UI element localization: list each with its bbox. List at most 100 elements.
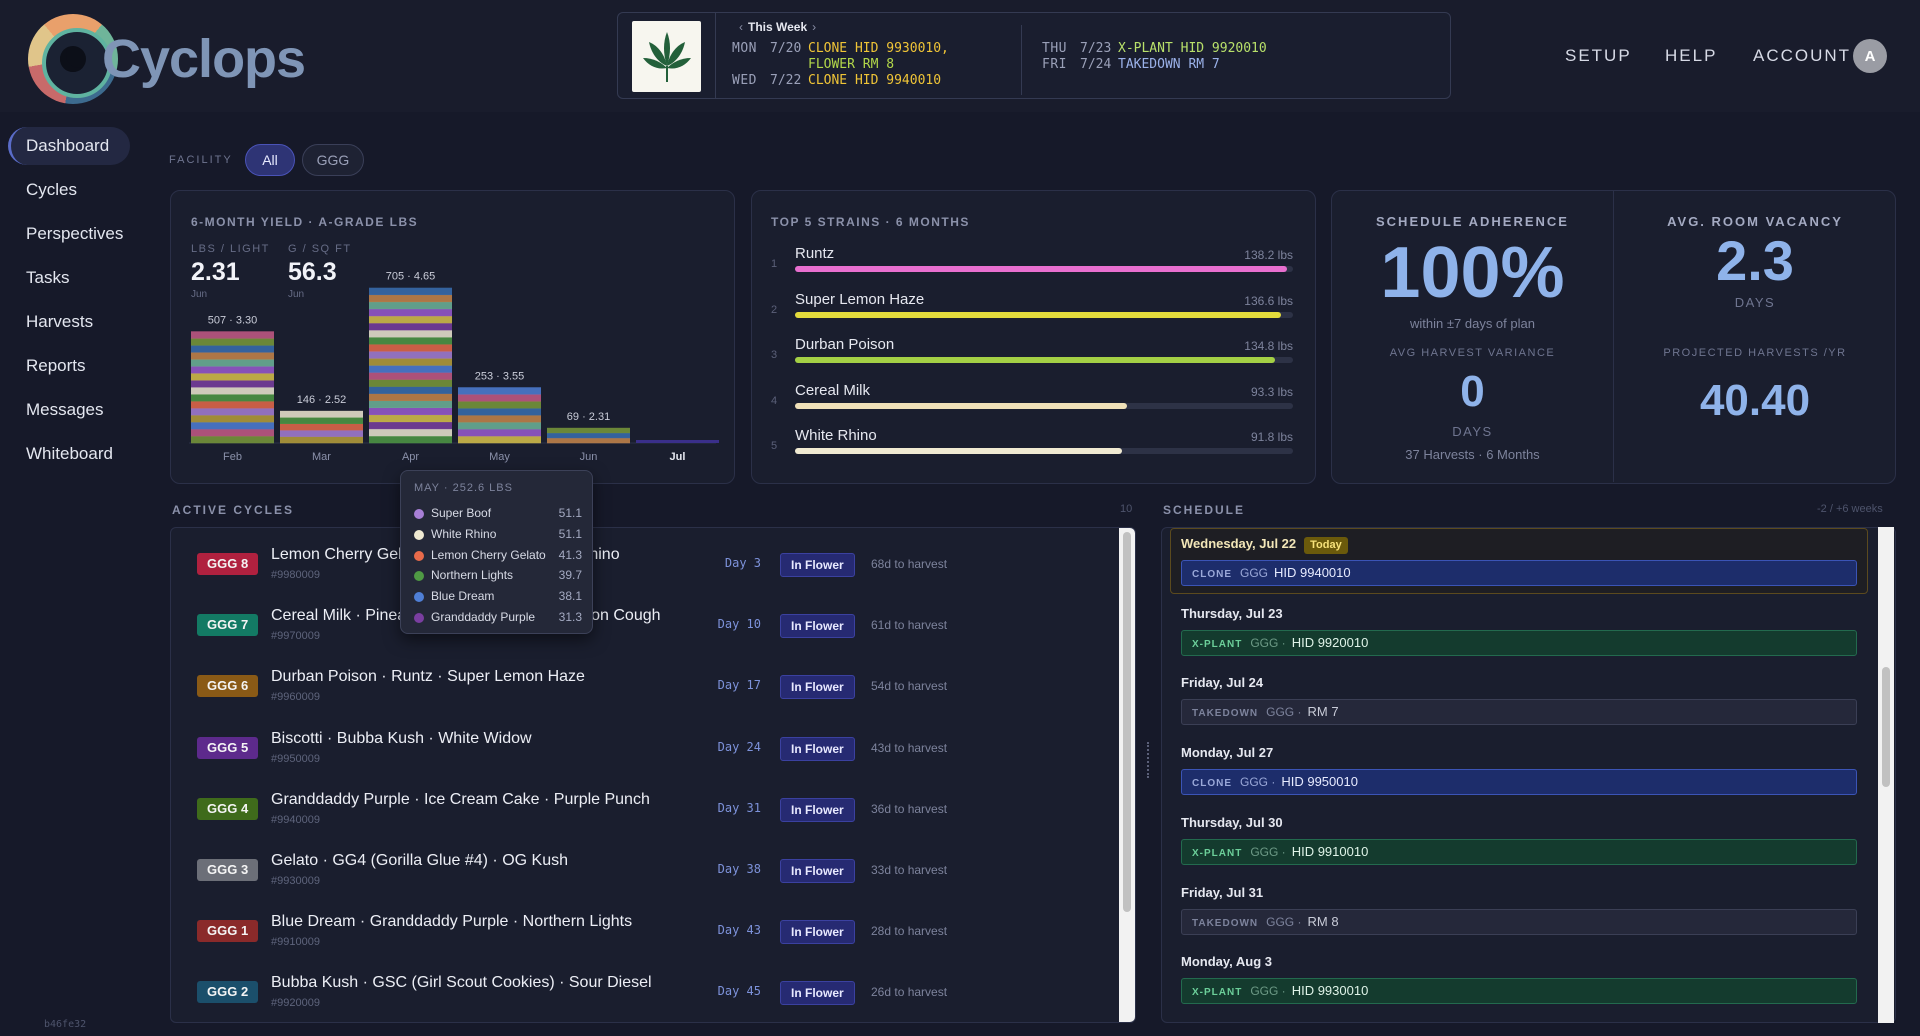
strain-value: 93.3 lbs xyxy=(1250,384,1293,399)
schedule-adherence-value: 100% xyxy=(1380,233,1565,313)
facility-filter-ggg[interactable]: GGG xyxy=(302,144,364,176)
bar-feb[interactable]: 507 · 3.30 Feb xyxy=(191,314,274,463)
status-badge: In Flower xyxy=(780,859,855,883)
avatar[interactable]: A xyxy=(1853,39,1887,73)
setup-link[interactable]: SETUP xyxy=(1565,46,1632,65)
legend-dot-icon xyxy=(414,529,424,540)
days-to-harvest: 68d to harvest xyxy=(871,557,948,571)
schedule-day-label: Friday, Jul 31 xyxy=(1181,884,1264,900)
days-to-harvest: 54d to harvest xyxy=(871,679,948,694)
days-to-harvest: 28d to harvest xyxy=(871,924,948,939)
week-row-thu: THU 7/23 X-PLANT HID 9920010 xyxy=(1042,41,1267,56)
cycle-row[interactable]: GGG 5 Biscotti · Bubba Kush · White Widow… xyxy=(171,712,1131,773)
cycles-scrollbar[interactable] xyxy=(1119,528,1135,1022)
sidebar-item-reports[interactable]: Reports xyxy=(26,356,86,375)
strain-bar-track xyxy=(795,357,1293,363)
facility-filter-all[interactable]: All xyxy=(245,144,295,176)
bar-jun[interactable]: 69 · 2.31 Jun xyxy=(547,411,630,463)
account-link[interactable]: ACCOUNT xyxy=(1753,46,1852,65)
cycle-day: Day 24 xyxy=(717,739,761,754)
strain-name: Durban Poison xyxy=(795,336,895,353)
days-to-harvest: 36d to harvest xyxy=(871,801,948,816)
cycles-scrollbar-thumb[interactable] xyxy=(1123,532,1131,912)
sidebar-item-messages[interactable]: Messages xyxy=(26,400,104,419)
bar-segment xyxy=(191,429,274,437)
schedule-day-label: Monday, Aug 3 xyxy=(1181,954,1272,970)
cycle-strains: Bubba Kush · GSC (Girl Scout Cookies) · … xyxy=(271,974,652,992)
schedule-event-take[interactable]: TAKEDOWN GGG · RM 7 xyxy=(1181,699,1857,726)
sidebar-item-dashboard[interactable]: Dashboard xyxy=(8,127,130,165)
strain-bar-track xyxy=(795,448,1293,454)
schedule-event-xplant[interactable]: X-PLANT GGG · HID 9910010 xyxy=(1181,838,1857,865)
metric-value-lbs-light: 2.31 xyxy=(191,258,240,286)
x-tick-label: Feb xyxy=(223,451,242,463)
bar-data-label: 146 · 2.52 xyxy=(297,394,347,406)
cycle-row[interactable]: GGG 6 Durban Poison · Runtz · Super Lemon… xyxy=(171,650,1131,711)
sidebar-item-whiteboard[interactable]: Whiteboard xyxy=(26,444,113,463)
cycle-strains: Blue Dream · Granddaddy Purple · Norther… xyxy=(271,913,633,931)
bar-segment xyxy=(191,359,274,367)
bar-segment xyxy=(191,415,274,423)
bar-data-label: 69 · 2.31 xyxy=(567,411,610,423)
bar-may[interactable]: 253 · 3.55 May xyxy=(458,370,541,463)
cyclops-logo[interactable]: Cyclops xyxy=(26,12,306,107)
legend-dot-icon xyxy=(414,550,424,561)
days-to-harvest: 33d to harvest xyxy=(871,863,948,877)
x-tick-label: Jun xyxy=(580,451,598,463)
bar-segment xyxy=(547,427,630,434)
schedule-scrollbar-thumb[interactable] xyxy=(1882,667,1890,787)
bar-segment xyxy=(369,421,452,430)
help-link[interactable]: HELP xyxy=(1665,46,1718,65)
schedule-event-clone[interactable]: CLONE GGG HID 9940010 xyxy=(1181,560,1857,586)
metric-sub-g-sqft: Jun xyxy=(288,289,305,300)
bar-apr[interactable]: 705 · 4.65 Apr xyxy=(369,271,452,463)
bar-segment xyxy=(191,366,274,374)
sidebar-item-cycles[interactable]: Cycles xyxy=(26,180,78,199)
week-overview: ‹ This Week › MON 7/20 CLONE HID 9930010, FL… xyxy=(617,12,1451,99)
cycle-id: #9950009 xyxy=(271,752,320,765)
strain-rank: 5 xyxy=(771,440,778,452)
panel-resize-handle[interactable] xyxy=(1147,742,1151,778)
harvest-variance-sub: 37 Harvests · 6 Months xyxy=(1405,447,1540,462)
strain-bar-track xyxy=(795,402,1293,409)
yield-bar-chart[interactable]: 507 · 3.30 Feb 146 · 2.52 Mar 705 · 4.65 Apr 2… xyxy=(171,191,736,485)
strain-name: Super Lemon Haze xyxy=(795,290,925,308)
schedule-event-xplant[interactable]: X-PLANT GGG · HID 9930010 xyxy=(1181,978,1857,1005)
bar-segment xyxy=(369,301,452,310)
next-week-chevron-icon[interactable]: › xyxy=(812,20,817,34)
bar-segment xyxy=(369,365,452,373)
schedule-scrollbar[interactable] xyxy=(1878,527,1894,1023)
bar-jul[interactable]: Jul xyxy=(636,440,719,463)
schedule-event-take[interactable]: TAKEDOWN GGG · RM 8 xyxy=(1181,908,1857,935)
schedule-event-clone[interactable]: CLONE GGG · HID 9950010 xyxy=(1181,769,1857,796)
days-to-harvest: 43d to harvest xyxy=(871,740,948,755)
prev-week-chevron-icon[interactable]: ‹ xyxy=(739,20,743,34)
bar-segment xyxy=(369,337,452,345)
cycle-row[interactable]: GGG 4 Granddaddy Purple · Ice Cream Cake … xyxy=(171,773,1131,834)
sidebar-item-harvests[interactable]: Harvests xyxy=(26,312,94,331)
cycle-id: #9910009 xyxy=(271,936,320,949)
cycle-row[interactable]: GGG 1 Blue Dream · Granddaddy Purple · No… xyxy=(171,895,1131,956)
cycle-row[interactable]: GGG 2 Bubba Kush · GSC (Girl Scout Cookie… xyxy=(171,956,1131,1017)
room-tag: GGG 2 xyxy=(197,981,259,1004)
sidebar-item-perspectives[interactable]: Perspectives xyxy=(26,224,124,243)
chart-tooltip: MAY · 252.6 LBS Super Boof 51.1 White Rhin… xyxy=(400,470,593,634)
bar-mar[interactable]: 146 · 2.52 Mar xyxy=(280,394,363,463)
bar-segment xyxy=(458,408,541,416)
bar-segment xyxy=(191,373,274,381)
projected-harvests-value: 40.40 xyxy=(1699,376,1811,425)
cycle-strains: Gelato · GG4 (Gorilla Glue #4) · OG Kush xyxy=(271,852,568,869)
schedule-event-xplant[interactable]: X-PLANT GGG · HID 9920010 xyxy=(1181,629,1857,656)
sidebar-item-tasks[interactable]: Tasks xyxy=(26,268,70,287)
week-row-mon-2: FLOWER RM 8 xyxy=(808,57,895,72)
strain-rank: 3 xyxy=(771,349,778,361)
metric-value-g-sqft: 56.3 xyxy=(288,258,337,286)
cycle-id: #9940009 xyxy=(271,813,320,826)
cycle-row[interactable]: GGG 3 Gelato · GG4 (Gorilla Glue #4) · OG… xyxy=(171,834,1131,895)
room-tag: GGG 3 xyxy=(197,859,259,881)
bar-segment xyxy=(191,436,274,444)
schedule-range: -2 / +6 weeks xyxy=(1817,503,1883,515)
